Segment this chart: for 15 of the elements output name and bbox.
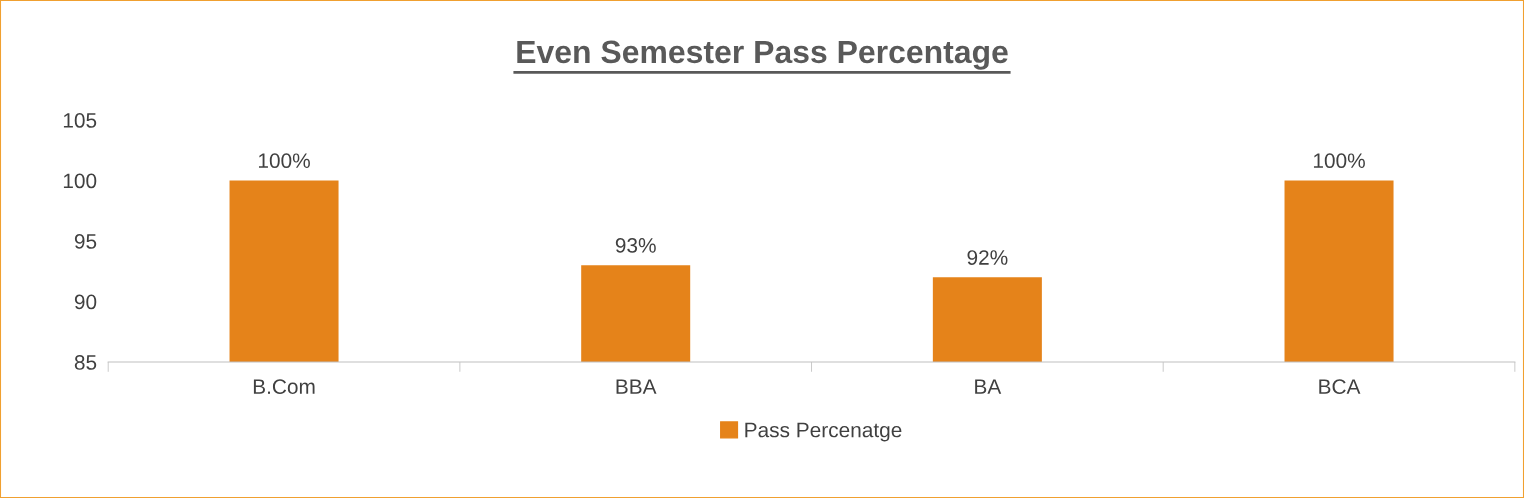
x-tick-label: BA [975,379,1002,394]
legend-label: Pass Percenatge [745,422,902,442]
x-tick-label: B.Com [253,379,315,395]
y-tick-label: 100 [63,173,97,189]
y-tick-label: 85 [74,355,97,370]
x-tick-label: BCA [1319,379,1361,395]
data-label: 92% [967,250,1008,265]
data-label: 100% [1313,153,1365,169]
data-label: 100% [258,153,310,169]
y-tick-label: 95 [74,234,97,249]
data-label: 93% [615,238,656,253]
x-tick-label: BBA [616,379,657,394]
chart-title: Even Semester Pass Percentage [517,40,1008,70]
y-tick-label: 90 [74,294,97,310]
y-tick-label: 105 [63,113,97,128]
